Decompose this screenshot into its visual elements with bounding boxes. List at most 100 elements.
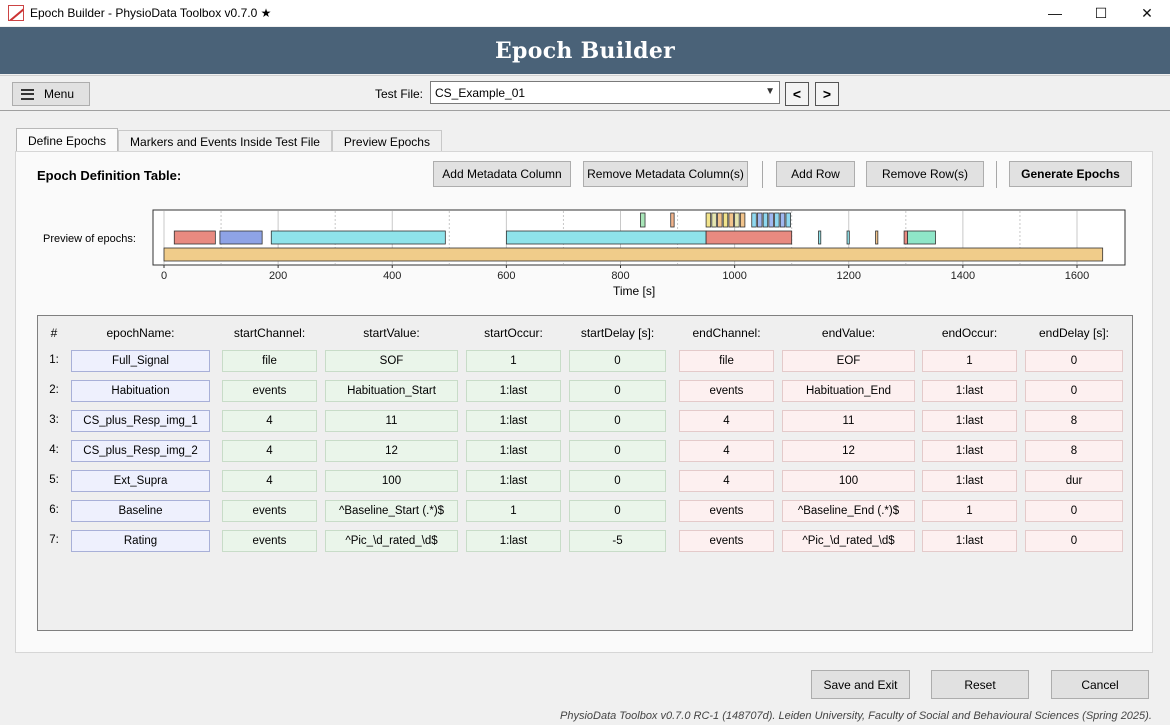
epoch-bar xyxy=(705,230,793,245)
save-and-exit-button[interactable]: Save and Exit xyxy=(811,670,910,699)
table-cell-end-channel[interactable]: events xyxy=(679,380,774,402)
table-cell-start-channel[interactable]: 4 xyxy=(222,470,317,492)
table-cell-end-delay[interactable]: dur xyxy=(1025,470,1123,492)
tab-markers-events[interactable]: Markers and Events Inside Test File xyxy=(118,130,332,152)
table-cell-start-channel[interactable]: events xyxy=(222,380,317,402)
epoch-bar xyxy=(717,212,723,228)
table-cell-end-channel[interactable]: events xyxy=(679,500,774,522)
epoch-bar xyxy=(762,212,769,228)
table-cell-start-channel[interactable]: 4 xyxy=(222,410,317,432)
column-header-epoch-name: epochName: xyxy=(106,326,175,340)
table-cell-end-occur[interactable]: 1:last xyxy=(922,530,1017,552)
table-cell-end-channel[interactable]: 4 xyxy=(679,410,774,432)
table-cell-start-delay[interactable]: 0 xyxy=(569,500,666,522)
preview-tick-label: 400 xyxy=(383,270,401,282)
epoch-bar xyxy=(739,212,746,228)
table-cell-end-delay[interactable]: 0 xyxy=(1025,530,1123,552)
table-cell-end-value[interactable]: ^Baseline_End (.*)$ xyxy=(782,500,915,522)
tab-define-epochs[interactable]: Define Epochs xyxy=(16,128,119,152)
table-cell-start-occur[interactable]: 1:last xyxy=(466,530,561,552)
row-number: 5: xyxy=(49,474,59,486)
add-row-button[interactable]: Add Row xyxy=(776,161,855,187)
reset-button[interactable]: Reset xyxy=(931,670,1029,699)
table-cell-start-occur[interactable]: 1 xyxy=(466,350,561,372)
next-file-button[interactable]: > xyxy=(815,82,839,106)
epoch-bar xyxy=(785,212,791,228)
preview-tick-label: 0 xyxy=(161,270,167,282)
table-cell-start-delay[interactable]: 0 xyxy=(569,350,666,372)
epoch-bar xyxy=(728,212,734,228)
table-cell-end-channel[interactable]: file xyxy=(679,350,774,372)
table-cell-end-value[interactable]: 100 xyxy=(782,470,915,492)
table-cell-end-delay[interactable]: 8 xyxy=(1025,440,1123,462)
generate-epochs-button[interactable]: Generate Epochs xyxy=(1009,161,1132,187)
maximize-button[interactable]: ☐ xyxy=(1094,4,1108,21)
table-cell-end-occur[interactable]: 1:last xyxy=(922,440,1017,462)
table-cell-start-occur[interactable]: 1:last xyxy=(466,470,561,492)
close-button[interactable]: ✕ xyxy=(1141,4,1153,21)
table-cell-end-channel[interactable]: events xyxy=(679,530,774,552)
table-cell-end-value[interactable]: 12 xyxy=(782,440,915,462)
table-cell-end-delay[interactable]: 0 xyxy=(1025,500,1123,522)
preview-axis-title: Time [s] xyxy=(613,284,656,298)
table-cell-end-occur[interactable]: 1 xyxy=(922,350,1017,372)
table-cell-start-channel[interactable]: events xyxy=(222,530,317,552)
table-cell-epoch-name[interactable]: Full_Signal xyxy=(71,350,210,372)
epoch-bar-full-signal xyxy=(163,247,1104,262)
table-cell-end-value[interactable]: Habituation_End xyxy=(782,380,915,402)
menu-button[interactable]: Menu xyxy=(12,82,90,106)
test-file-select[interactable]: CS_Example_01 ▼ xyxy=(430,81,780,104)
table-cell-end-delay[interactable]: 0 xyxy=(1025,380,1123,402)
table-cell-start-occur[interactable]: 1 xyxy=(466,500,561,522)
epoch-definition-table: # epochName: startChannel: startValue: start… xyxy=(37,315,1133,631)
table-cell-end-channel[interactable]: 4 xyxy=(679,470,774,492)
table-cell-epoch-name[interactable]: Rating xyxy=(71,530,210,552)
table-cell-end-value[interactable]: EOF xyxy=(782,350,915,372)
table-cell-epoch-name[interactable]: Baseline xyxy=(71,500,210,522)
table-cell-end-delay[interactable]: 0 xyxy=(1025,350,1123,372)
table-cell-epoch-name[interactable]: Habituation xyxy=(71,380,210,402)
table-cell-start-delay[interactable]: 0 xyxy=(569,470,666,492)
preview-tick-label: 1000 xyxy=(722,270,746,282)
table-cell-start-delay[interactable]: -5 xyxy=(569,530,666,552)
table-cell-end-channel[interactable]: 4 xyxy=(679,440,774,462)
table-cell-end-occur[interactable]: 1:last xyxy=(922,470,1017,492)
previous-file-button[interactable]: < xyxy=(785,82,809,106)
table-cell-start-value[interactable]: ^Baseline_Start (.*)$ xyxy=(325,500,458,522)
cancel-button[interactable]: Cancel xyxy=(1051,670,1149,699)
table-cell-start-occur[interactable]: 1:last xyxy=(466,380,561,402)
table-cell-epoch-name[interactable]: CS_plus_Resp_img_2 xyxy=(71,440,210,462)
column-header-end-occur: endOccur: xyxy=(941,326,998,340)
remove-metadata-column-button[interactable]: Remove Metadata Column(s) xyxy=(583,161,748,187)
remove-row-button[interactable]: Remove Row(s) xyxy=(866,161,984,187)
tab-preview-epochs[interactable]: Preview Epochs xyxy=(331,130,442,152)
table-cell-start-value[interactable]: ^Pic_\d_rated_\d$ xyxy=(325,530,458,552)
table-cell-start-value[interactable]: 11 xyxy=(325,410,458,432)
table-cell-epoch-name[interactable]: CS_plus_Resp_img_1 xyxy=(71,410,210,432)
table-cell-start-value[interactable]: 12 xyxy=(325,440,458,462)
table-cell-start-value[interactable]: 100 xyxy=(325,470,458,492)
table-cell-end-occur[interactable]: 1:last xyxy=(922,410,1017,432)
table-cell-start-delay[interactable]: 0 xyxy=(569,440,666,462)
table-cell-start-occur[interactable]: 1:last xyxy=(466,410,561,432)
table-cell-end-occur[interactable]: 1:last xyxy=(922,380,1017,402)
table-cell-end-value[interactable]: 11 xyxy=(782,410,915,432)
table-cell-start-value[interactable]: Habituation_Start xyxy=(325,380,458,402)
table-cell-end-delay[interactable]: 8 xyxy=(1025,410,1123,432)
table-cell-end-occur[interactable]: 1 xyxy=(922,500,1017,522)
add-metadata-column-button[interactable]: Add Metadata Column xyxy=(433,161,571,187)
table-cell-start-delay[interactable]: 0 xyxy=(569,380,666,402)
table-cell-start-occur[interactable]: 1:last xyxy=(466,440,561,462)
preview-tick-label: 1400 xyxy=(951,270,975,282)
table-cell-start-delay[interactable]: 0 xyxy=(569,410,666,432)
table-cell-start-value[interactable]: SOF xyxy=(325,350,458,372)
row-number: 7: xyxy=(49,534,59,546)
table-cell-epoch-name[interactable]: Ext_Supra xyxy=(71,470,210,492)
epoch-bar xyxy=(640,212,646,228)
table-cell-start-channel[interactable]: events xyxy=(222,500,317,522)
epoch-bar xyxy=(907,230,936,245)
table-cell-start-channel[interactable]: file xyxy=(222,350,317,372)
table-cell-end-value[interactable]: ^Pic_\d_rated_\d$ xyxy=(782,530,915,552)
table-cell-start-channel[interactable]: 4 xyxy=(222,440,317,462)
minimize-button[interactable]: — xyxy=(1048,5,1062,21)
